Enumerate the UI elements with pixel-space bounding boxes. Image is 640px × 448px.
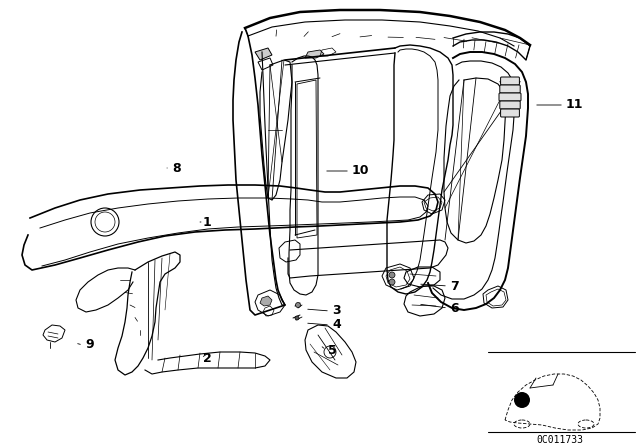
Text: 3: 3 xyxy=(332,305,340,318)
Text: 1: 1 xyxy=(203,215,212,228)
Text: 2: 2 xyxy=(203,352,212,365)
Text: 0C011733: 0C011733 xyxy=(536,435,584,445)
Text: 9: 9 xyxy=(85,339,93,352)
FancyBboxPatch shape xyxy=(500,101,520,109)
Polygon shape xyxy=(255,48,272,60)
FancyBboxPatch shape xyxy=(500,109,520,117)
Polygon shape xyxy=(305,50,324,58)
Text: 6: 6 xyxy=(450,302,459,314)
Text: 7: 7 xyxy=(450,280,459,293)
FancyBboxPatch shape xyxy=(499,93,521,101)
FancyBboxPatch shape xyxy=(500,77,520,85)
Text: 10: 10 xyxy=(352,164,369,177)
Circle shape xyxy=(296,302,301,307)
Text: 11: 11 xyxy=(566,99,584,112)
FancyBboxPatch shape xyxy=(500,85,520,93)
Polygon shape xyxy=(260,296,272,306)
Circle shape xyxy=(389,279,395,285)
Circle shape xyxy=(389,272,395,278)
Text: 8: 8 xyxy=(172,161,180,175)
Circle shape xyxy=(514,392,530,408)
Circle shape xyxy=(295,316,299,320)
Text: 4: 4 xyxy=(332,319,340,332)
Text: 5: 5 xyxy=(328,344,337,357)
